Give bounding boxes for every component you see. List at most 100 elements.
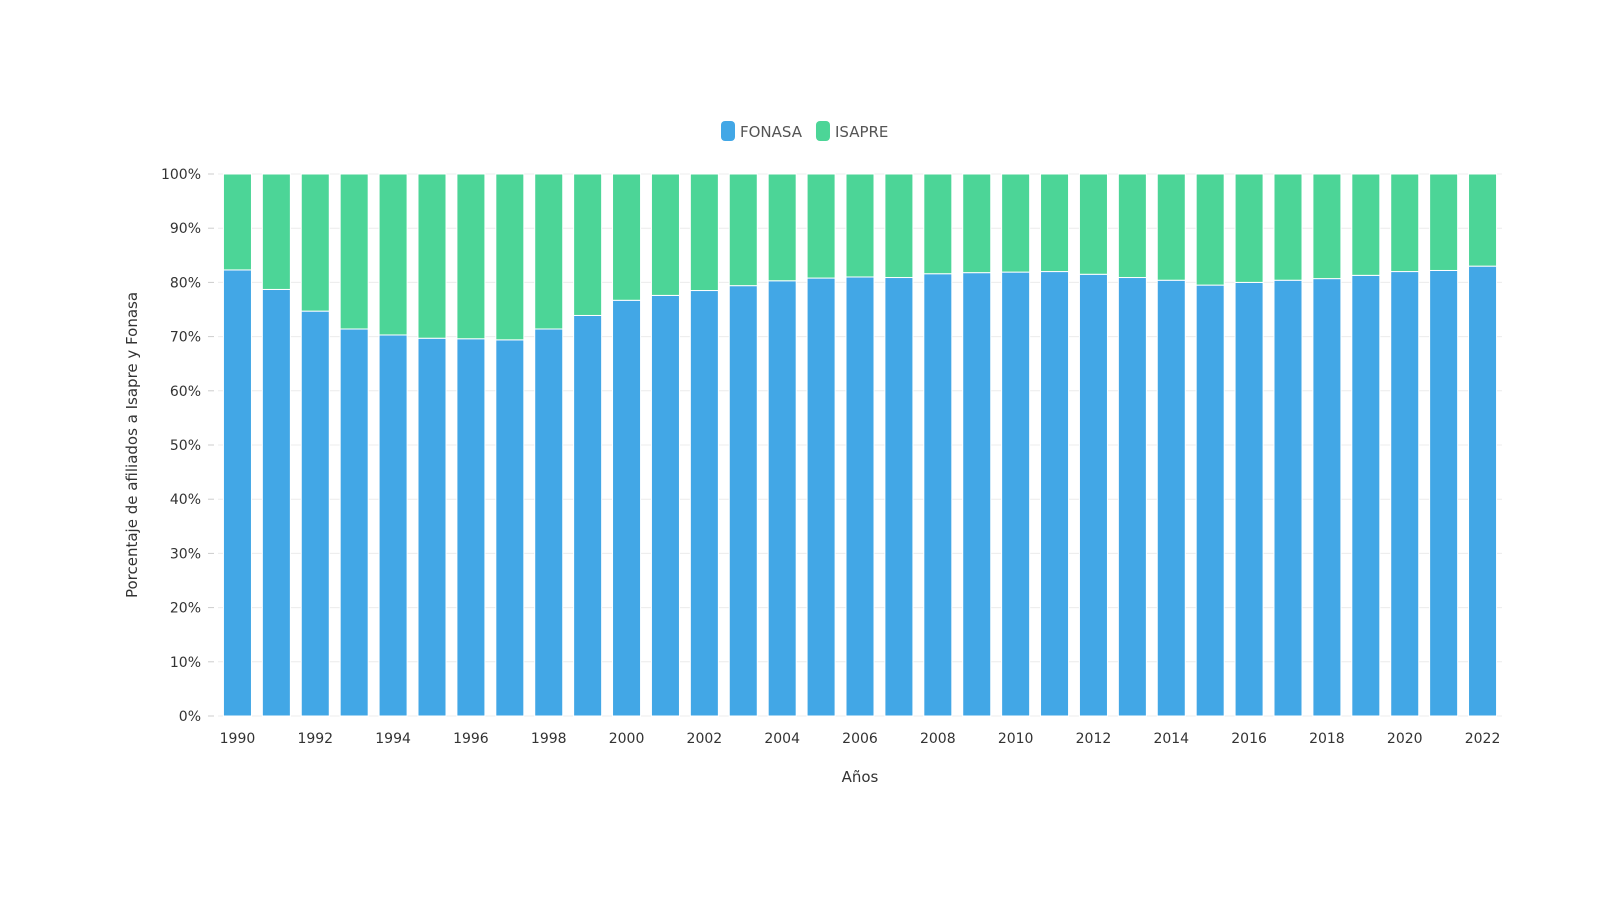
bar-isapre-2022	[1468, 173, 1498, 267]
bar-isapre-1991	[261, 173, 291, 290]
x-tick-label: 2012	[1076, 731, 1112, 747]
bar-isapre-2019	[1351, 173, 1381, 276]
bar-fonasa-1992	[300, 310, 330, 717]
bar-isapre-2011	[1040, 173, 1070, 273]
bar-isapre-2005	[806, 173, 836, 279]
x-tick-label: 1998	[531, 731, 567, 747]
x-tick-label: 2002	[687, 731, 723, 747]
y-tick-label: 60%	[170, 384, 201, 400]
bar-fonasa-2000	[612, 299, 642, 717]
x-axis-ticks: 1990 1992 1994 1996 1998 2000 2002 2004 2006 2008…	[220, 731, 1501, 747]
bar-isapre-1995	[417, 173, 447, 339]
bar-isapre-2009	[962, 173, 992, 274]
legend-label-fonasa: FONASA	[740, 123, 803, 141]
x-tick-label: 2004	[764, 731, 800, 747]
bar-fonasa-1995	[417, 337, 447, 717]
bar-isapre-1992	[300, 173, 330, 312]
bar-isapre-2008	[923, 173, 953, 275]
bar-fonasa-2010	[1001, 271, 1031, 717]
bar-fonasa-1998	[534, 328, 564, 717]
bar-isapre-2000	[612, 173, 642, 301]
bar-isapre-2006	[845, 173, 875, 278]
legend-swatch-isapre	[815, 121, 830, 141]
bar-isapre-2013	[1117, 173, 1147, 279]
bar-fonasa-1991	[261, 288, 291, 717]
bar-fonasa-1999	[573, 314, 603, 717]
bar-isapre-2007	[884, 173, 914, 279]
bar-isapre-2002	[689, 173, 719, 292]
bars	[222, 173, 1498, 717]
y-tick-label: 80%	[170, 275, 201, 291]
x-tick-label: 1996	[453, 731, 489, 747]
bar-isapre-2020	[1390, 173, 1420, 273]
bar-isapre-1998	[534, 173, 564, 330]
y-tick-label: 30%	[170, 546, 201, 562]
bar-isapre-1997	[495, 173, 525, 341]
bar-isapre-2016	[1234, 173, 1264, 283]
bar-fonasa-2011	[1040, 271, 1070, 717]
bar-fonasa-2006	[845, 276, 875, 717]
bar-isapre-1999	[573, 173, 603, 316]
bar-fonasa-2022	[1468, 265, 1498, 717]
bar-fonasa-2005	[806, 277, 836, 717]
y-tick-label: 50%	[170, 438, 201, 454]
bar-fonasa-2013	[1117, 277, 1147, 717]
bar-fonasa-2016	[1234, 281, 1264, 717]
y-tick-label: 0%	[179, 709, 201, 725]
y-tick-label: 20%	[170, 601, 201, 617]
bar-fonasa-2018	[1312, 278, 1342, 717]
x-tick-label: 2022	[1465, 731, 1501, 747]
bar-fonasa-2009	[962, 272, 992, 717]
bar-isapre-2014	[1156, 173, 1186, 281]
bar-isapre-2003	[728, 173, 758, 287]
x-tick-label: 1990	[220, 731, 256, 747]
bar-fonasa-1996	[456, 338, 486, 717]
bar-isapre-2018	[1312, 173, 1342, 280]
x-tick-label: 2000	[609, 731, 645, 747]
bar-fonasa-2001	[650, 294, 680, 717]
bar-fonasa-2008	[923, 273, 953, 717]
bar-isapre-1994	[378, 173, 408, 336]
x-tick-label: 2006	[842, 731, 878, 747]
bar-fonasa-2002	[689, 290, 719, 717]
x-tick-label: 1994	[375, 731, 411, 747]
bar-fonasa-2014	[1156, 279, 1186, 717]
bar-fonasa-1990	[222, 269, 252, 717]
bar-isapre-2012	[1078, 173, 1108, 275]
bar-fonasa-2015	[1195, 284, 1225, 717]
x-tick-label: 1992	[297, 731, 333, 747]
x-tick-label: 2016	[1231, 731, 1267, 747]
bar-isapre-1993	[339, 173, 369, 330]
bar-fonasa-2004	[767, 280, 797, 717]
y-axis-title: Porcentaje de afiliados a Isapre y Fonas…	[123, 292, 141, 598]
x-tick-label: 2018	[1309, 731, 1345, 747]
bar-fonasa-2003	[728, 285, 758, 717]
bar-isapre-1990	[222, 173, 252, 271]
bar-isapre-1996	[456, 173, 486, 340]
y-tick-label: 90%	[170, 221, 201, 237]
y-tick-label: 40%	[170, 492, 201, 508]
bar-fonasa-2020	[1390, 271, 1420, 717]
bar-isapre-2017	[1273, 173, 1303, 281]
bar-isapre-2001	[650, 173, 680, 296]
bar-fonasa-2007	[884, 277, 914, 717]
bar-fonasa-2017	[1273, 279, 1303, 717]
x-axis-title: Años	[842, 768, 879, 786]
y-tick-label: 10%	[170, 655, 201, 671]
bar-isapre-2010	[1001, 173, 1031, 273]
y-axis-ticks: 0% 10% 20% 30% 40% 50% 60% 70% 80% 90% 100%	[161, 167, 214, 725]
x-tick-label: 2008	[920, 731, 956, 747]
x-tick-label: 2014	[1153, 731, 1189, 747]
bar-fonasa-2021	[1429, 269, 1459, 717]
bar-isapre-2021	[1429, 173, 1459, 271]
bar-fonasa-1993	[339, 328, 369, 717]
bar-isapre-2004	[767, 173, 797, 282]
legend-label-isapre: ISAPRE	[835, 123, 888, 141]
y-tick-label: 70%	[170, 330, 201, 346]
x-tick-label: 2010	[998, 731, 1034, 747]
bar-fonasa-2012	[1078, 273, 1108, 717]
bar-fonasa-1997	[495, 339, 525, 717]
bar-fonasa-2019	[1351, 274, 1381, 717]
y-tick-label: 100%	[161, 167, 201, 183]
